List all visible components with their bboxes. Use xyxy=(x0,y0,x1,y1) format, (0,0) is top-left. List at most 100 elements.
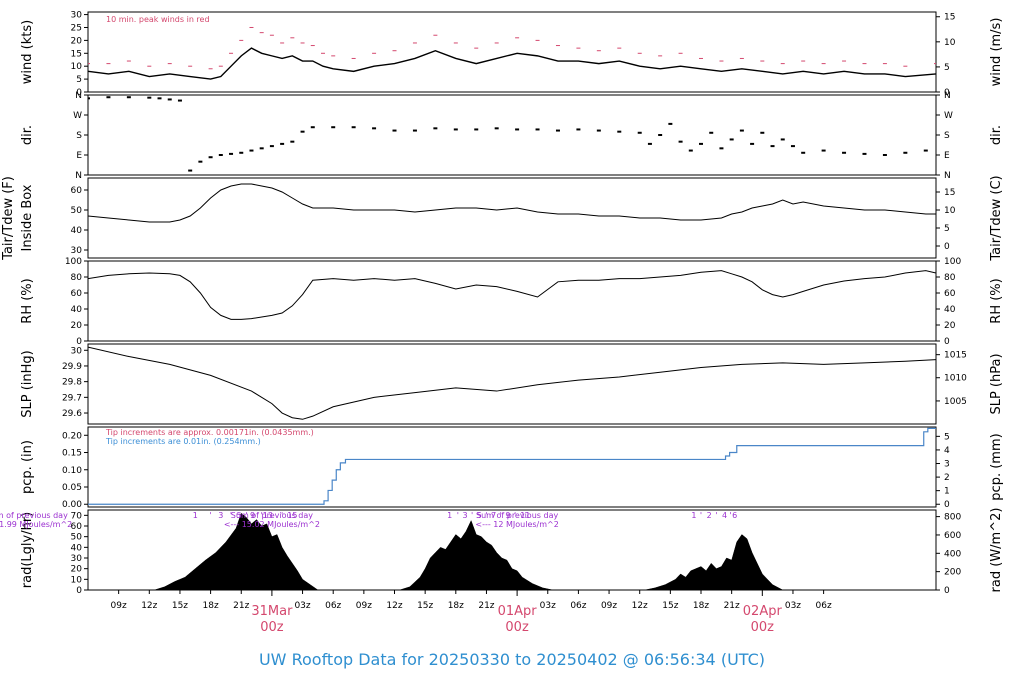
left-tick-label: 15 xyxy=(71,49,82,59)
right-tick-label: 40 xyxy=(944,305,956,315)
left-tick-label: W xyxy=(73,111,82,121)
radiation-hour-mark: 5 xyxy=(237,511,242,520)
right-tick-label: 5 xyxy=(944,63,950,73)
panel-sea-level-pressure-plot xyxy=(88,346,936,420)
panel-sea-level-pressure: 29.6 29.7 29.8 29.9 30 1005 1010 1015 SLP (inHg)… xyxy=(20,343,1004,425)
y-axis-label: dir. xyxy=(20,125,35,145)
left-tick-label: 0 xyxy=(76,586,82,596)
right-tick-label: N xyxy=(944,171,951,181)
right-tick-label: 5 xyxy=(944,224,950,234)
y-axis-label: Tair/Tdew (F) xyxy=(1,176,16,261)
radiation-hour-mark: ' xyxy=(500,511,502,520)
time-tick-label: 06z xyxy=(570,601,586,611)
left-tick-label: 5 xyxy=(76,75,82,85)
right-tick-label: 10 xyxy=(944,206,956,216)
left-tick-label: 60 xyxy=(71,186,83,196)
right-tick-label: 0 xyxy=(944,337,950,347)
radiation-hour-mark: ' xyxy=(281,511,283,520)
radiation-area xyxy=(88,512,936,590)
radiation-note-line2: <--- 15.02 MJoules/m^2 xyxy=(224,520,320,529)
y-axis-label: rad(Lgly/hr) xyxy=(20,512,35,588)
time-tick-label: 15z xyxy=(417,601,433,611)
right-tick-label: 1010 xyxy=(944,374,967,384)
y-axis-label: pcp. (in) xyxy=(20,440,35,494)
left-tick-label: 29.8 xyxy=(62,378,82,388)
left-tick-label: 10 xyxy=(71,62,83,72)
panel-wind-plot xyxy=(88,26,936,80)
left-tick-label: 0.05 xyxy=(62,483,82,493)
left-tick-label: 70 xyxy=(71,511,83,521)
right-tick-label: 80 xyxy=(944,273,956,283)
date-hour-label: 00z xyxy=(505,620,529,635)
left-tick-label: 10 xyxy=(71,575,83,585)
right-tick-label: 20 xyxy=(944,321,956,331)
precip-note-blue: Tip increments are 0.01in. (0.254mm.) xyxy=(105,437,261,446)
page-title: UW Rooftop Data for 20250330 to 20250402… xyxy=(259,650,765,669)
date-hour-label: 00z xyxy=(751,620,775,635)
time-tick-label: 15z xyxy=(662,601,678,611)
radiation-hour-mark: 3 xyxy=(218,511,223,520)
left-tick-label: 50 xyxy=(71,206,83,216)
left-tick-label: 40 xyxy=(71,226,83,236)
right-tick-label: 800 xyxy=(944,513,961,523)
right-tick-label: 0 xyxy=(944,586,950,596)
panel-solar-radiation-plot xyxy=(88,512,936,590)
panel-temperature-frame xyxy=(87,177,937,259)
time-tick-label: 21z xyxy=(724,601,740,611)
y-axis-label-right: wind (m/s) xyxy=(989,18,1004,87)
right-tick-label: 1005 xyxy=(944,397,967,407)
right-tick-label: 2 xyxy=(944,473,950,483)
temperature-line xyxy=(88,183,936,223)
date-hour-label: 00z xyxy=(260,620,284,635)
time-tick-label: 09z xyxy=(601,601,617,611)
radiation-hour-mark: ' xyxy=(485,511,487,520)
right-tick-label: 5 xyxy=(944,432,950,442)
right-tick-label: 1 xyxy=(944,487,950,497)
time-tick-label: 18z xyxy=(693,601,709,611)
y-axis-label-right: rad (W/m^2) xyxy=(989,508,1004,593)
left-tick-label: 60 xyxy=(71,289,83,299)
left-tick-label: 20 xyxy=(71,36,83,46)
left-tick-label: 0 xyxy=(76,337,82,347)
right-tick-label: 100 xyxy=(944,257,961,267)
right-tick-label: 3 xyxy=(944,460,950,470)
right-tick-label: 60 xyxy=(944,289,956,299)
radiation-hour-mark: 1 xyxy=(447,511,452,520)
right-tick-label: 600 xyxy=(944,531,961,541)
radiation-hour-mark: 3 xyxy=(462,511,467,520)
left-tick-label: 60 xyxy=(71,522,83,532)
radiation-hour-mark: ' xyxy=(457,511,459,520)
date-label: 31Mar xyxy=(251,604,293,619)
radiation-hour-mark: 9 xyxy=(505,511,510,520)
panel-direction-plot xyxy=(88,96,928,172)
left-tick-label: 100 xyxy=(65,257,82,267)
time-tick-label: 12z xyxy=(632,601,648,611)
left-tick-label: 0.15 xyxy=(62,449,82,459)
left-tick-label: 0.10 xyxy=(62,466,82,476)
time-tick-label: 21z xyxy=(233,601,249,611)
panel-precipitation-plot xyxy=(88,427,936,505)
left-tick-label: 25 xyxy=(71,23,82,33)
left-tick-label: 29.6 xyxy=(62,409,82,419)
right-tick-label: 1015 xyxy=(944,351,967,361)
left-tick-label: 30 xyxy=(71,246,83,256)
radiation-hour-mark: 7 xyxy=(491,511,496,520)
radiation-hour-mark: 15 xyxy=(287,511,297,520)
right-tick-label: N xyxy=(944,91,951,101)
y-axis-label: RH (%) xyxy=(20,278,35,323)
wind-annotation: 10 min. peak winds in red xyxy=(106,15,210,24)
right-tick-label: 400 xyxy=(944,549,961,559)
radiation-hour-mark: ' xyxy=(471,511,473,520)
left-tick-label: N xyxy=(75,91,82,101)
y-axis-label-right: dir. xyxy=(989,125,1004,145)
panel-wind: 0 5 10 15 20 25 30 0 5 10 15 wind (kts) wind (m/s) 10… xyxy=(20,11,1004,98)
left-tick-label: 30 xyxy=(71,346,83,356)
radiation-hour-mark: 5 xyxy=(477,511,482,520)
y-axis-label-2: Inside Box xyxy=(20,184,35,251)
left-tick-label: 40 xyxy=(71,305,83,315)
left-tick-label: 29.7 xyxy=(62,393,82,403)
panel-sea-level-pressure-frame xyxy=(87,343,937,425)
left-tick-label: 20 xyxy=(71,321,83,331)
left-tick-label: N xyxy=(75,171,82,181)
time-tick-label: 15z xyxy=(172,601,188,611)
